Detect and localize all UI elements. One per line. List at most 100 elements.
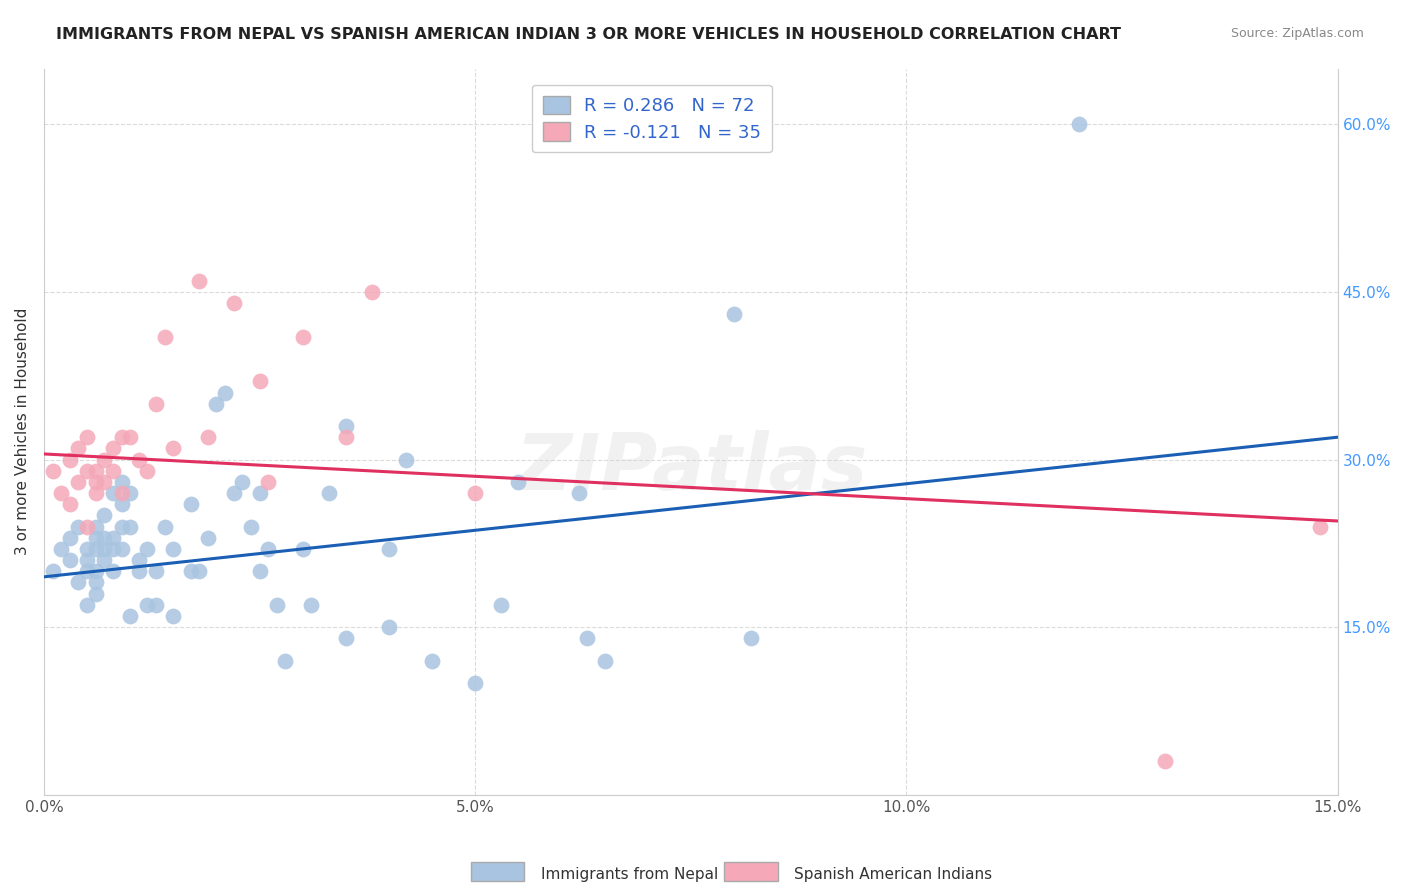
Point	[335, 632, 357, 646]
Point	[222, 296, 245, 310]
Point	[84, 586, 107, 600]
Point	[67, 442, 90, 456]
Point	[84, 475, 107, 489]
Legend: R = 0.286   N = 72, R = -0.121   N = 35: R = 0.286 N = 72, R = -0.121 N = 35	[531, 85, 772, 153]
Point	[508, 475, 530, 489]
Point	[110, 475, 132, 489]
Point	[145, 564, 167, 578]
Point	[76, 598, 98, 612]
Point	[180, 564, 202, 578]
Point	[335, 419, 357, 434]
Point	[76, 541, 98, 556]
Point	[205, 397, 228, 411]
Text: IMMIGRANTS FROM NEPAL VS SPANISH AMERICAN INDIAN 3 OR MORE VEHICLES IN HOUSEHOLD: IMMIGRANTS FROM NEPAL VS SPANISH AMERICA…	[56, 27, 1121, 42]
Point	[93, 452, 115, 467]
Point	[299, 598, 322, 612]
Point	[162, 541, 184, 556]
Point	[110, 497, 132, 511]
Point	[76, 464, 98, 478]
Point	[110, 486, 132, 500]
Point	[378, 620, 401, 634]
Point	[145, 397, 167, 411]
Point	[59, 452, 82, 467]
Point	[1067, 117, 1090, 131]
Point	[101, 442, 124, 456]
Point	[420, 654, 443, 668]
Point	[84, 531, 107, 545]
Point	[257, 541, 280, 556]
Point	[101, 531, 124, 545]
Point	[110, 430, 132, 444]
Text: Immigrants from Nepal: Immigrants from Nepal	[541, 867, 718, 881]
Point	[197, 430, 219, 444]
Point	[464, 486, 486, 500]
Point	[93, 553, 115, 567]
Point	[489, 598, 512, 612]
Point	[110, 541, 132, 556]
Point	[93, 531, 115, 545]
Text: Spanish American Indians: Spanish American Indians	[794, 867, 993, 881]
Point	[41, 464, 63, 478]
Point	[59, 553, 82, 567]
Point	[93, 541, 115, 556]
Point	[101, 564, 124, 578]
Point	[101, 464, 124, 478]
Point	[84, 486, 107, 500]
Point	[568, 486, 591, 500]
Text: Source: ZipAtlas.com: Source: ZipAtlas.com	[1230, 27, 1364, 40]
Point	[257, 475, 280, 489]
Point	[153, 519, 176, 533]
Point	[136, 541, 159, 556]
Point	[59, 531, 82, 545]
Point	[120, 519, 142, 533]
Point	[740, 632, 762, 646]
Point	[110, 519, 132, 533]
Point	[360, 285, 382, 299]
Point	[291, 329, 314, 343]
Point	[84, 564, 107, 578]
Point	[128, 553, 150, 567]
Point	[576, 632, 599, 646]
Point	[395, 452, 418, 467]
Point	[93, 475, 115, 489]
Point	[249, 375, 271, 389]
Point	[120, 430, 142, 444]
Point	[723, 307, 745, 321]
Point	[239, 519, 262, 533]
Point	[67, 475, 90, 489]
Point	[222, 486, 245, 500]
Point	[49, 541, 72, 556]
Y-axis label: 3 or more Vehicles in Household: 3 or more Vehicles in Household	[15, 308, 30, 556]
Point	[93, 508, 115, 523]
Point	[67, 519, 90, 533]
Point	[1154, 754, 1177, 768]
Point	[136, 598, 159, 612]
Point	[84, 541, 107, 556]
Point	[59, 497, 82, 511]
Point	[76, 553, 98, 567]
Point	[378, 541, 401, 556]
Point	[76, 519, 98, 533]
Point	[291, 541, 314, 556]
Point	[249, 486, 271, 500]
Point	[162, 609, 184, 624]
Point	[76, 564, 98, 578]
Point	[231, 475, 253, 489]
Point	[318, 486, 340, 500]
Point	[188, 564, 211, 578]
Point	[153, 329, 176, 343]
Point	[136, 464, 159, 478]
Point	[214, 385, 236, 400]
Point	[274, 654, 297, 668]
Point	[266, 598, 288, 612]
Point	[41, 564, 63, 578]
Point	[128, 452, 150, 467]
Point	[335, 430, 357, 444]
Text: ZIPatlas: ZIPatlas	[515, 430, 868, 506]
Point	[145, 598, 167, 612]
Point	[120, 609, 142, 624]
Point	[49, 486, 72, 500]
Point	[84, 575, 107, 590]
Point	[67, 575, 90, 590]
Point	[120, 486, 142, 500]
